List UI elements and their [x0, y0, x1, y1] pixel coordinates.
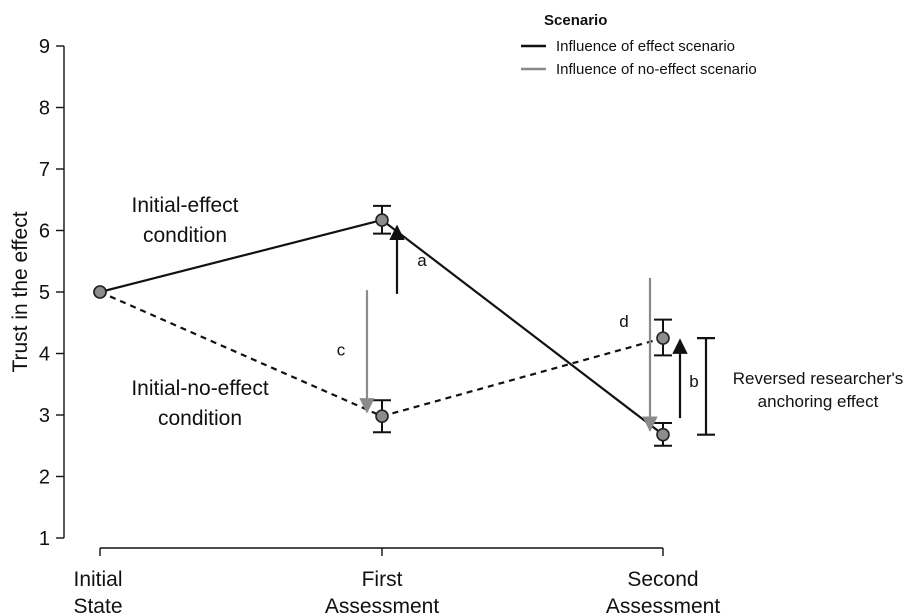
- y-tick-label: 1: [39, 528, 50, 550]
- legend: Scenario Influence of effect scenario Infl…: [521, 12, 757, 78]
- y-tick-label: 6: [39, 221, 50, 243]
- x-tick-label: First: [362, 568, 403, 591]
- legend-entry-label: Influence of no-effect scenario: [556, 61, 757, 78]
- axes: 1 2 3 4 5 6 7 8 9 Trust in the effect Initial State…: [9, 36, 720, 616]
- x-tick-label: Assessment: [325, 595, 440, 616]
- x-tick-label: Assessment: [606, 595, 721, 616]
- x-tick-label: State: [73, 595, 122, 616]
- data-point: [656, 331, 670, 345]
- y-tick-label: 3: [39, 405, 50, 427]
- arrow-label-b: b: [689, 372, 698, 391]
- y-axis-title: Trust in the effect: [9, 211, 32, 372]
- condition-label: condition: [143, 224, 227, 247]
- x-tick-label: Second: [627, 568, 698, 591]
- arrow-label-a: a: [417, 251, 427, 270]
- y-tick-label: 8: [39, 98, 50, 120]
- condition-label: Initial-effect: [132, 194, 239, 217]
- bracket-label: anchoring effect: [758, 392, 879, 411]
- y-tick-label: 2: [39, 467, 50, 489]
- y-tick-label: 5: [39, 282, 50, 304]
- condition-label: condition: [158, 407, 242, 430]
- legend-entry-label: Influence of effect scenario: [556, 38, 735, 55]
- data-point: [93, 285, 107, 299]
- bracket-label: Reversed researcher's: [733, 369, 903, 388]
- arrow-label-c: c: [337, 341, 346, 360]
- y-tick-label: 9: [39, 36, 50, 58]
- data-point: [375, 213, 389, 227]
- annotations: Initial-effect condition Initial-no-effect…: [131, 194, 903, 436]
- legend-title: Scenario: [544, 12, 607, 29]
- data-point: [656, 427, 670, 442]
- series-layer: [93, 204, 672, 447]
- y-tick-label: 4: [39, 344, 50, 366]
- y-tick-label: 7: [39, 159, 50, 181]
- condition-label: Initial-no-effect: [131, 377, 269, 400]
- data-point: [375, 409, 389, 424]
- arrow-label-d: d: [619, 312, 628, 331]
- x-tick-label: Initial: [73, 568, 122, 591]
